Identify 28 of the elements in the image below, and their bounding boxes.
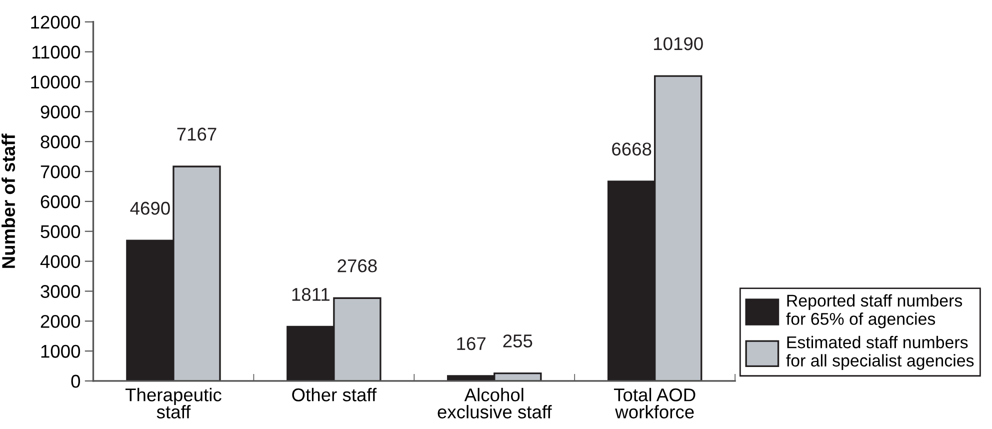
data-label: 7167 — [177, 128, 216, 141]
y-tick-label: 0 — [71, 374, 80, 388]
y-tick-label: 7000 — [40, 165, 80, 178]
x-tick-label: Total AOD workforce — [614, 388, 696, 418]
y-tick-label: 9000 — [40, 105, 80, 118]
x-tick-label: Other staff — [292, 388, 377, 402]
data-label: 1811 — [292, 288, 330, 301]
data-label: 255 — [503, 334, 532, 348]
legend-label: Estimated staff numbers for all specialist agencies — [786, 336, 974, 370]
y-tick-label: 5000 — [40, 225, 80, 238]
y-tick-label: 1000 — [41, 344, 80, 358]
y-axis-title: Number of staff — [2, 134, 16, 268]
x-tick-label: Alcohol exclusive staff — [438, 388, 552, 418]
y-tick-label: 8000 — [40, 135, 80, 148]
data-label: 167 — [457, 337, 486, 350]
data-label: 2768 — [338, 259, 377, 272]
data-label: 6668 — [612, 142, 652, 156]
y-tick-label: 4000 — [40, 255, 80, 268]
y-tick-label: 3000 — [40, 285, 80, 298]
y-tick-label: 10000 — [31, 76, 80, 89]
y-tick-label: 2000 — [40, 314, 80, 328]
legend-label: Reported staff numbers for 65% of agencies — [786, 294, 962, 328]
y-tick-label: 12000 — [31, 16, 80, 29]
y-tick-label: 6000 — [40, 195, 80, 208]
data-label: 4690 — [130, 202, 170, 215]
data-label: 10190 — [654, 37, 703, 50]
x-tick-label: Therapeutic staff — [125, 388, 222, 418]
y-tick-label: 11000 — [32, 46, 80, 59]
